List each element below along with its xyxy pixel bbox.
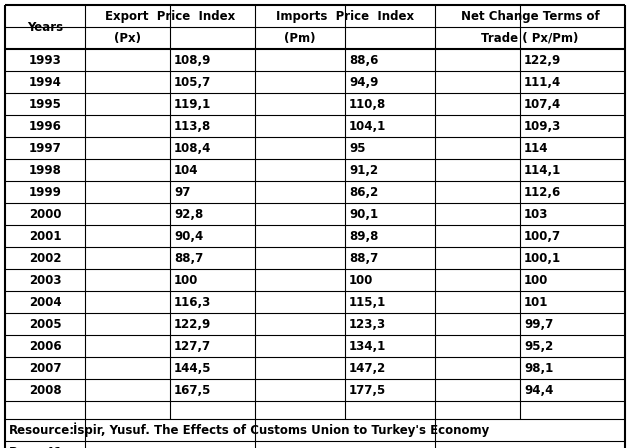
Text: 177,5: 177,5 bbox=[349, 383, 386, 396]
Text: 167,5: 167,5 bbox=[174, 383, 212, 396]
Text: 1996: 1996 bbox=[28, 120, 62, 133]
Text: 95,2: 95,2 bbox=[524, 340, 553, 353]
Text: 147,2: 147,2 bbox=[349, 362, 386, 375]
Text: 1999: 1999 bbox=[28, 185, 62, 198]
Text: Imports  Price  Index: Imports Price Index bbox=[276, 9, 414, 22]
Text: 104,1: 104,1 bbox=[349, 120, 386, 133]
Text: 2000: 2000 bbox=[29, 207, 61, 220]
Text: Years: Years bbox=[27, 21, 63, 34]
Text: 1993: 1993 bbox=[28, 53, 61, 66]
Text: 95: 95 bbox=[349, 142, 365, 155]
Text: 2001: 2001 bbox=[29, 229, 61, 242]
Text: 134,1: 134,1 bbox=[349, 340, 386, 353]
Text: Export  Price  Index: Export Price Index bbox=[105, 9, 235, 22]
Text: 114: 114 bbox=[524, 142, 549, 155]
Text: İspir, Yusuf. The Effects of Customs Union to Turkey's Economy: İspir, Yusuf. The Effects of Customs Uni… bbox=[73, 423, 490, 437]
Text: 113,8: 113,8 bbox=[174, 120, 211, 133]
Text: 111,4: 111,4 bbox=[524, 76, 561, 89]
Text: 100: 100 bbox=[174, 273, 198, 287]
Text: 123,3: 123,3 bbox=[349, 318, 386, 331]
Text: 127,7: 127,7 bbox=[174, 340, 211, 353]
Text: 2007: 2007 bbox=[29, 362, 61, 375]
Text: Page 41: Page 41 bbox=[9, 445, 62, 448]
Text: 89,8: 89,8 bbox=[349, 229, 379, 242]
Text: 2008: 2008 bbox=[29, 383, 61, 396]
Text: 1994: 1994 bbox=[28, 76, 62, 89]
Text: 90,1: 90,1 bbox=[349, 207, 378, 220]
Text: 100,7: 100,7 bbox=[524, 229, 561, 242]
Text: 99,7: 99,7 bbox=[524, 318, 553, 331]
Text: (Px): (Px) bbox=[114, 31, 141, 44]
Text: Trade ( Px/Pm): Trade ( Px/Pm) bbox=[481, 31, 579, 44]
Text: 100,1: 100,1 bbox=[524, 251, 561, 264]
Text: 108,9: 108,9 bbox=[174, 53, 212, 66]
Text: 144,5: 144,5 bbox=[174, 362, 212, 375]
Text: 88,7: 88,7 bbox=[174, 251, 203, 264]
Text: 112,6: 112,6 bbox=[524, 185, 561, 198]
Text: 2005: 2005 bbox=[29, 318, 61, 331]
Text: 119,1: 119,1 bbox=[174, 98, 211, 111]
Text: 104: 104 bbox=[174, 164, 198, 177]
Text: 94,9: 94,9 bbox=[349, 76, 379, 89]
Text: 1995: 1995 bbox=[28, 98, 62, 111]
Text: 86,2: 86,2 bbox=[349, 185, 378, 198]
Text: 114,1: 114,1 bbox=[524, 164, 561, 177]
Text: 109,3: 109,3 bbox=[524, 120, 561, 133]
Text: 108,4: 108,4 bbox=[174, 142, 212, 155]
Text: 2003: 2003 bbox=[29, 273, 61, 287]
Text: Resource:: Resource: bbox=[9, 423, 75, 436]
Text: 98,1: 98,1 bbox=[524, 362, 553, 375]
Text: 88,6: 88,6 bbox=[349, 53, 379, 66]
Text: 1998: 1998 bbox=[28, 164, 62, 177]
Text: 100: 100 bbox=[349, 273, 374, 287]
Text: 94,4: 94,4 bbox=[524, 383, 553, 396]
Text: 115,1: 115,1 bbox=[349, 296, 386, 309]
Text: 92,8: 92,8 bbox=[174, 207, 203, 220]
Text: 110,8: 110,8 bbox=[349, 98, 386, 111]
Text: 97: 97 bbox=[174, 185, 190, 198]
Text: 2006: 2006 bbox=[29, 340, 61, 353]
Text: 1997: 1997 bbox=[28, 142, 61, 155]
Text: 91,2: 91,2 bbox=[349, 164, 378, 177]
Text: (Pm): (Pm) bbox=[284, 31, 316, 44]
Text: 2004: 2004 bbox=[29, 296, 61, 309]
Text: 88,7: 88,7 bbox=[349, 251, 378, 264]
Text: 122,9: 122,9 bbox=[524, 53, 561, 66]
Text: 116,3: 116,3 bbox=[174, 296, 211, 309]
Text: 103: 103 bbox=[524, 207, 548, 220]
Text: 2002: 2002 bbox=[29, 251, 61, 264]
Text: 122,9: 122,9 bbox=[174, 318, 211, 331]
Text: 105,7: 105,7 bbox=[174, 76, 211, 89]
Text: 101: 101 bbox=[524, 296, 548, 309]
Text: 100: 100 bbox=[524, 273, 548, 287]
Text: 90,4: 90,4 bbox=[174, 229, 203, 242]
Text: 107,4: 107,4 bbox=[524, 98, 561, 111]
Text: Net Change Terms of: Net Change Terms of bbox=[461, 9, 599, 22]
